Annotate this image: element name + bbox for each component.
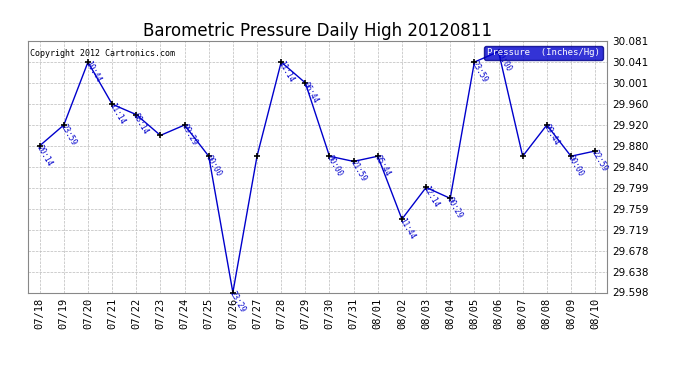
Text: 23:59: 23:59 [469,59,489,84]
Text: 10:44: 10:44 [83,59,102,84]
Text: 00:00: 00:00 [493,49,513,74]
Text: 00:00: 00:00 [324,153,344,178]
Text: 11:14: 11:14 [276,59,295,84]
Text: 11:44: 11:44 [397,216,416,241]
Text: 23:29: 23:29 [228,290,247,314]
Text: 20:14: 20:14 [34,143,54,168]
Text: 12:14: 12:14 [421,184,440,209]
Text: Copyright 2012 Cartronics.com: Copyright 2012 Cartronics.com [30,49,175,58]
Text: 23:59: 23:59 [59,122,78,147]
Text: 11:14: 11:14 [107,101,126,126]
Text: 09:29: 09:29 [179,122,199,147]
Text: 06:44: 06:44 [300,80,319,105]
Text: 00:29: 00:29 [445,196,464,220]
Text: 09:44: 09:44 [542,122,561,147]
Text: 00:00: 00:00 [204,153,223,178]
Text: 08:14: 08:14 [131,112,150,136]
Text: 21:59: 21:59 [348,159,368,183]
Legend: Pressure  (Inches/Hg): Pressure (Inches/Hg) [484,46,602,60]
Title: Barometric Pressure Daily High 20120811: Barometric Pressure Daily High 20120811 [143,22,492,40]
Text: 00:00: 00:00 [566,153,585,178]
Text: 22:59: 22:59 [590,148,609,173]
Text: 05:44: 05:44 [373,153,392,178]
